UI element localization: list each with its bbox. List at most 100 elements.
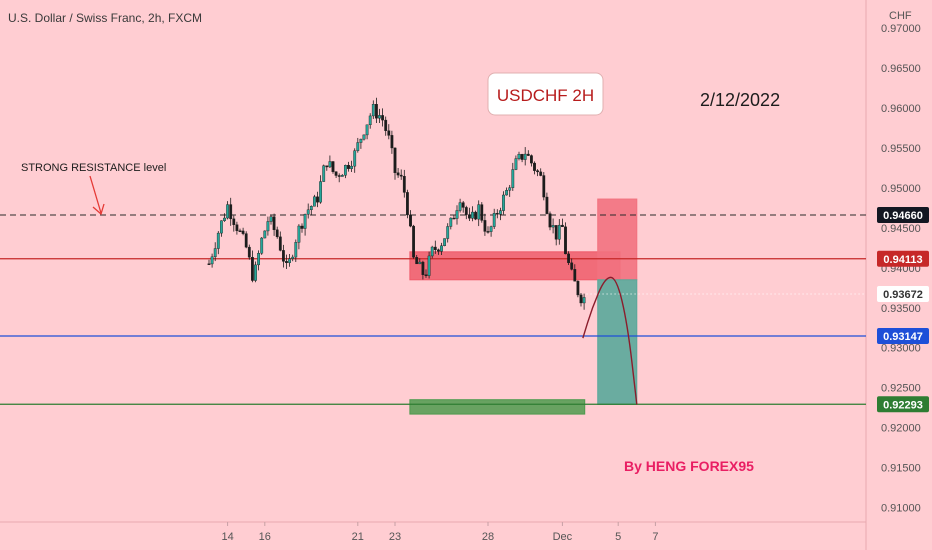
candle-body [223, 217, 226, 221]
profit-zone[interactable] [597, 279, 638, 405]
candle-body [229, 204, 233, 220]
candle-body [452, 217, 456, 220]
candle-body [353, 150, 357, 167]
candle-body [213, 248, 217, 258]
candle-body [387, 130, 391, 136]
candle-body [359, 138, 363, 143]
resistance-annotation: STRONG RESISTANCE level [21, 162, 166, 174]
candle-body [340, 175, 344, 177]
time-axis[interactable]: 14 16 21 23 28 Dec 5 7 [221, 522, 658, 543]
x-tick-label: 28 [482, 531, 494, 543]
candle-body [449, 217, 453, 227]
candle-body [567, 253, 571, 264]
price-tag-label: 0.93147 [883, 331, 923, 343]
candle-body [344, 165, 347, 176]
candle-body [539, 171, 543, 176]
candle-body [254, 264, 257, 281]
candle-body [384, 119, 388, 131]
resistance-arrow-shaft [89, 175, 102, 214]
candle-body [399, 174, 403, 177]
candle-body [278, 236, 282, 251]
candle-body [492, 212, 496, 227]
candle-body [322, 165, 326, 182]
x-tick-label: 21 [352, 531, 364, 543]
candle-body [402, 176, 406, 193]
y-tick-label: 0.93500 [881, 303, 921, 315]
candle-body [260, 237, 264, 254]
candle-body [499, 210, 502, 215]
price-tag-bg [877, 286, 929, 303]
candle-body [468, 214, 471, 219]
candle-body [244, 233, 248, 248]
candle-body [424, 274, 428, 276]
candle-body [247, 246, 251, 258]
candle-body [368, 115, 372, 126]
candle-body [474, 211, 477, 220]
candle-body [461, 202, 465, 208]
candle-body [232, 218, 236, 225]
candle-body [542, 175, 546, 198]
symbol-box [487, 72, 604, 116]
candle-body [216, 232, 220, 249]
candle-body [520, 154, 524, 160]
candle-body [350, 165, 353, 169]
candle-body [477, 204, 481, 220]
candle-body [412, 225, 415, 258]
candle-body [331, 161, 335, 172]
candle-body [440, 245, 443, 252]
candle-body [313, 196, 316, 207]
candle-body [483, 220, 487, 232]
candle-body [297, 225, 301, 243]
candle-body [430, 246, 434, 257]
candle-body [319, 181, 322, 203]
candle-body [557, 224, 561, 240]
candle-body [495, 212, 499, 215]
candle-body [443, 238, 446, 247]
y-tick-label: 0.91500 [881, 463, 921, 475]
candle-body [406, 192, 409, 216]
candle-body [489, 226, 493, 232]
candle-body [551, 225, 555, 228]
candle-body [570, 262, 574, 270]
projected-path[interactable] [582, 276, 638, 405]
y-tick-label: 0.95500 [881, 143, 921, 155]
candle-body [250, 257, 254, 281]
candle-body [536, 170, 540, 173]
candle-body [210, 256, 214, 265]
candle-body [362, 134, 366, 140]
candle-body [530, 155, 533, 164]
price-axis[interactable]: 0.97000 0.96500 0.96000 0.95500 0.95000 0.945… [881, 23, 921, 515]
candle-body [409, 214, 412, 227]
currency-label: CHF [889, 10, 912, 22]
candle-body [356, 142, 360, 151]
chart-title: U.S. Dollar / Swiss Franc, 2h, FXCM [8, 11, 202, 25]
candle-body [309, 206, 313, 211]
candle-body [561, 224, 564, 228]
candle-body [480, 204, 484, 221]
target-zone[interactable] [409, 399, 586, 415]
candle-body [381, 115, 384, 121]
price-tag-label: 0.94660 [883, 210, 923, 222]
x-tick-label: 14 [221, 531, 233, 543]
candle-body [272, 216, 276, 231]
candle-body [548, 213, 552, 228]
candle-body [446, 226, 450, 239]
candle-body [486, 231, 490, 233]
y-tick-label: 0.96500 [881, 63, 921, 75]
candle-body [325, 165, 329, 168]
candle-body [554, 225, 558, 240]
candle-body [347, 165, 350, 169]
candle-body [458, 202, 462, 211]
y-tick-label: 0.95000 [881, 183, 921, 195]
candle-body [505, 190, 508, 196]
candle-body [390, 135, 394, 149]
y-tick-label: 0.97000 [881, 23, 921, 35]
candle-body [396, 172, 400, 176]
stop-zone[interactable] [597, 198, 638, 281]
candle-body [526, 153, 530, 156]
candle-body [241, 230, 245, 234]
candle-body [275, 229, 279, 238]
resistance-zone[interactable] [409, 251, 621, 281]
y-tick-label: 0.94500 [881, 223, 921, 235]
